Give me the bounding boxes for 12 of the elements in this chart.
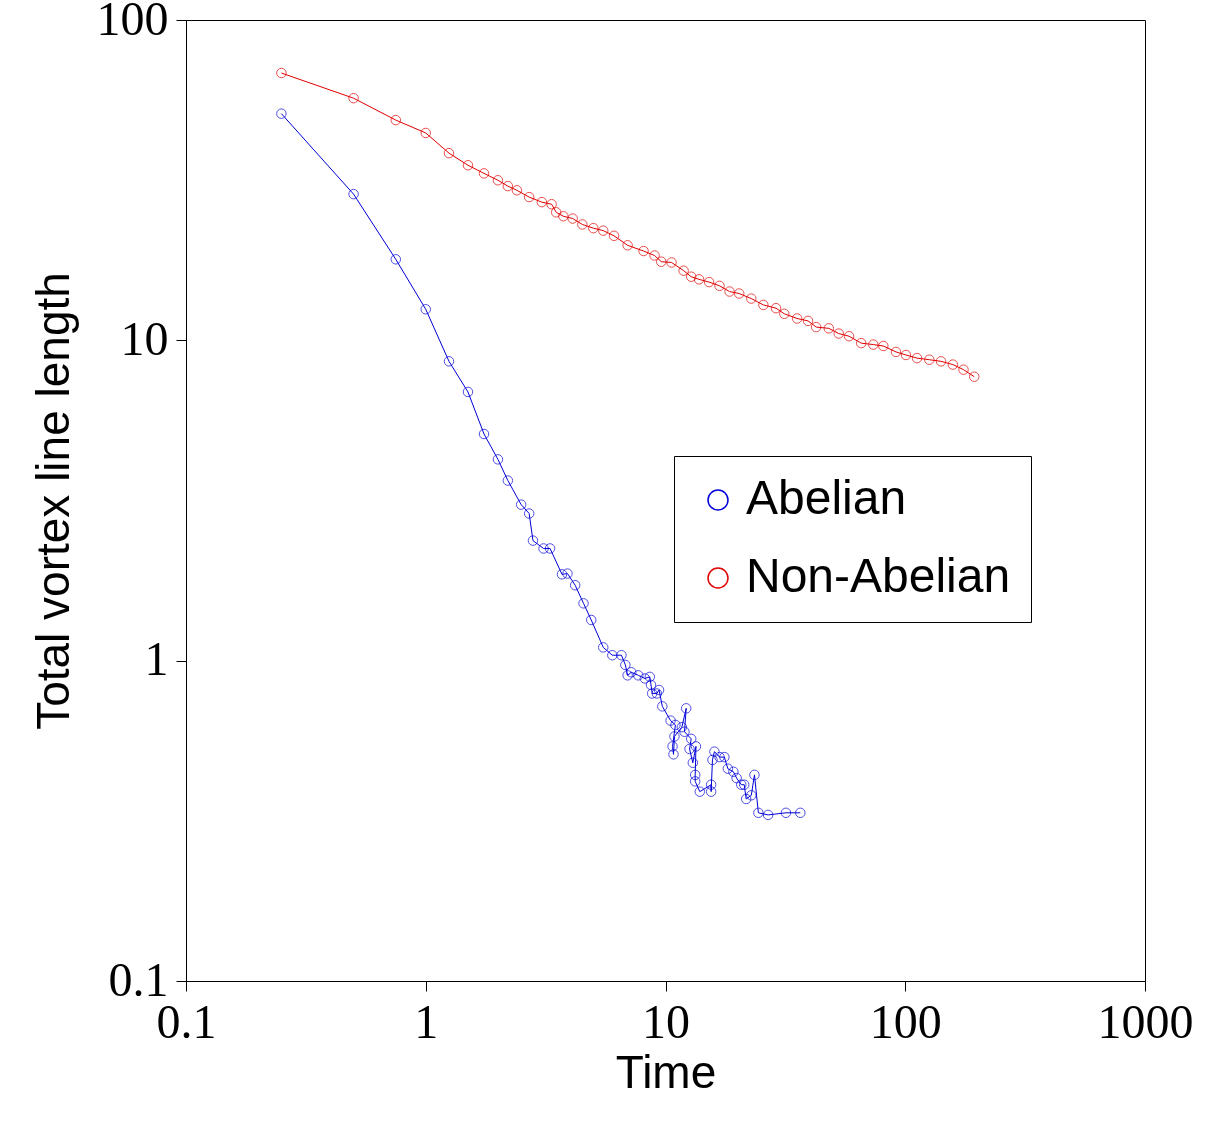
legend-label: Abelian — [746, 471, 907, 524]
y-tick-label: 0.1 — [108, 952, 169, 1006]
x-axis-title: Time — [615, 1045, 717, 1098]
x-tick-label: 1 — [414, 994, 439, 1048]
y-tick-label: 100 — [96, 0, 169, 45]
y-tick-label: 1 — [144, 632, 169, 686]
x-tick-label: 100 — [869, 994, 942, 1048]
x-tick-label: 1000 — [1097, 994, 1194, 1048]
y-axis-title: Total vortex line length — [26, 272, 79, 730]
y-tick-label: 10 — [120, 311, 169, 365]
legend-label: Non-Abelian — [746, 549, 1011, 602]
x-tick-label: 10 — [642, 994, 690, 1048]
